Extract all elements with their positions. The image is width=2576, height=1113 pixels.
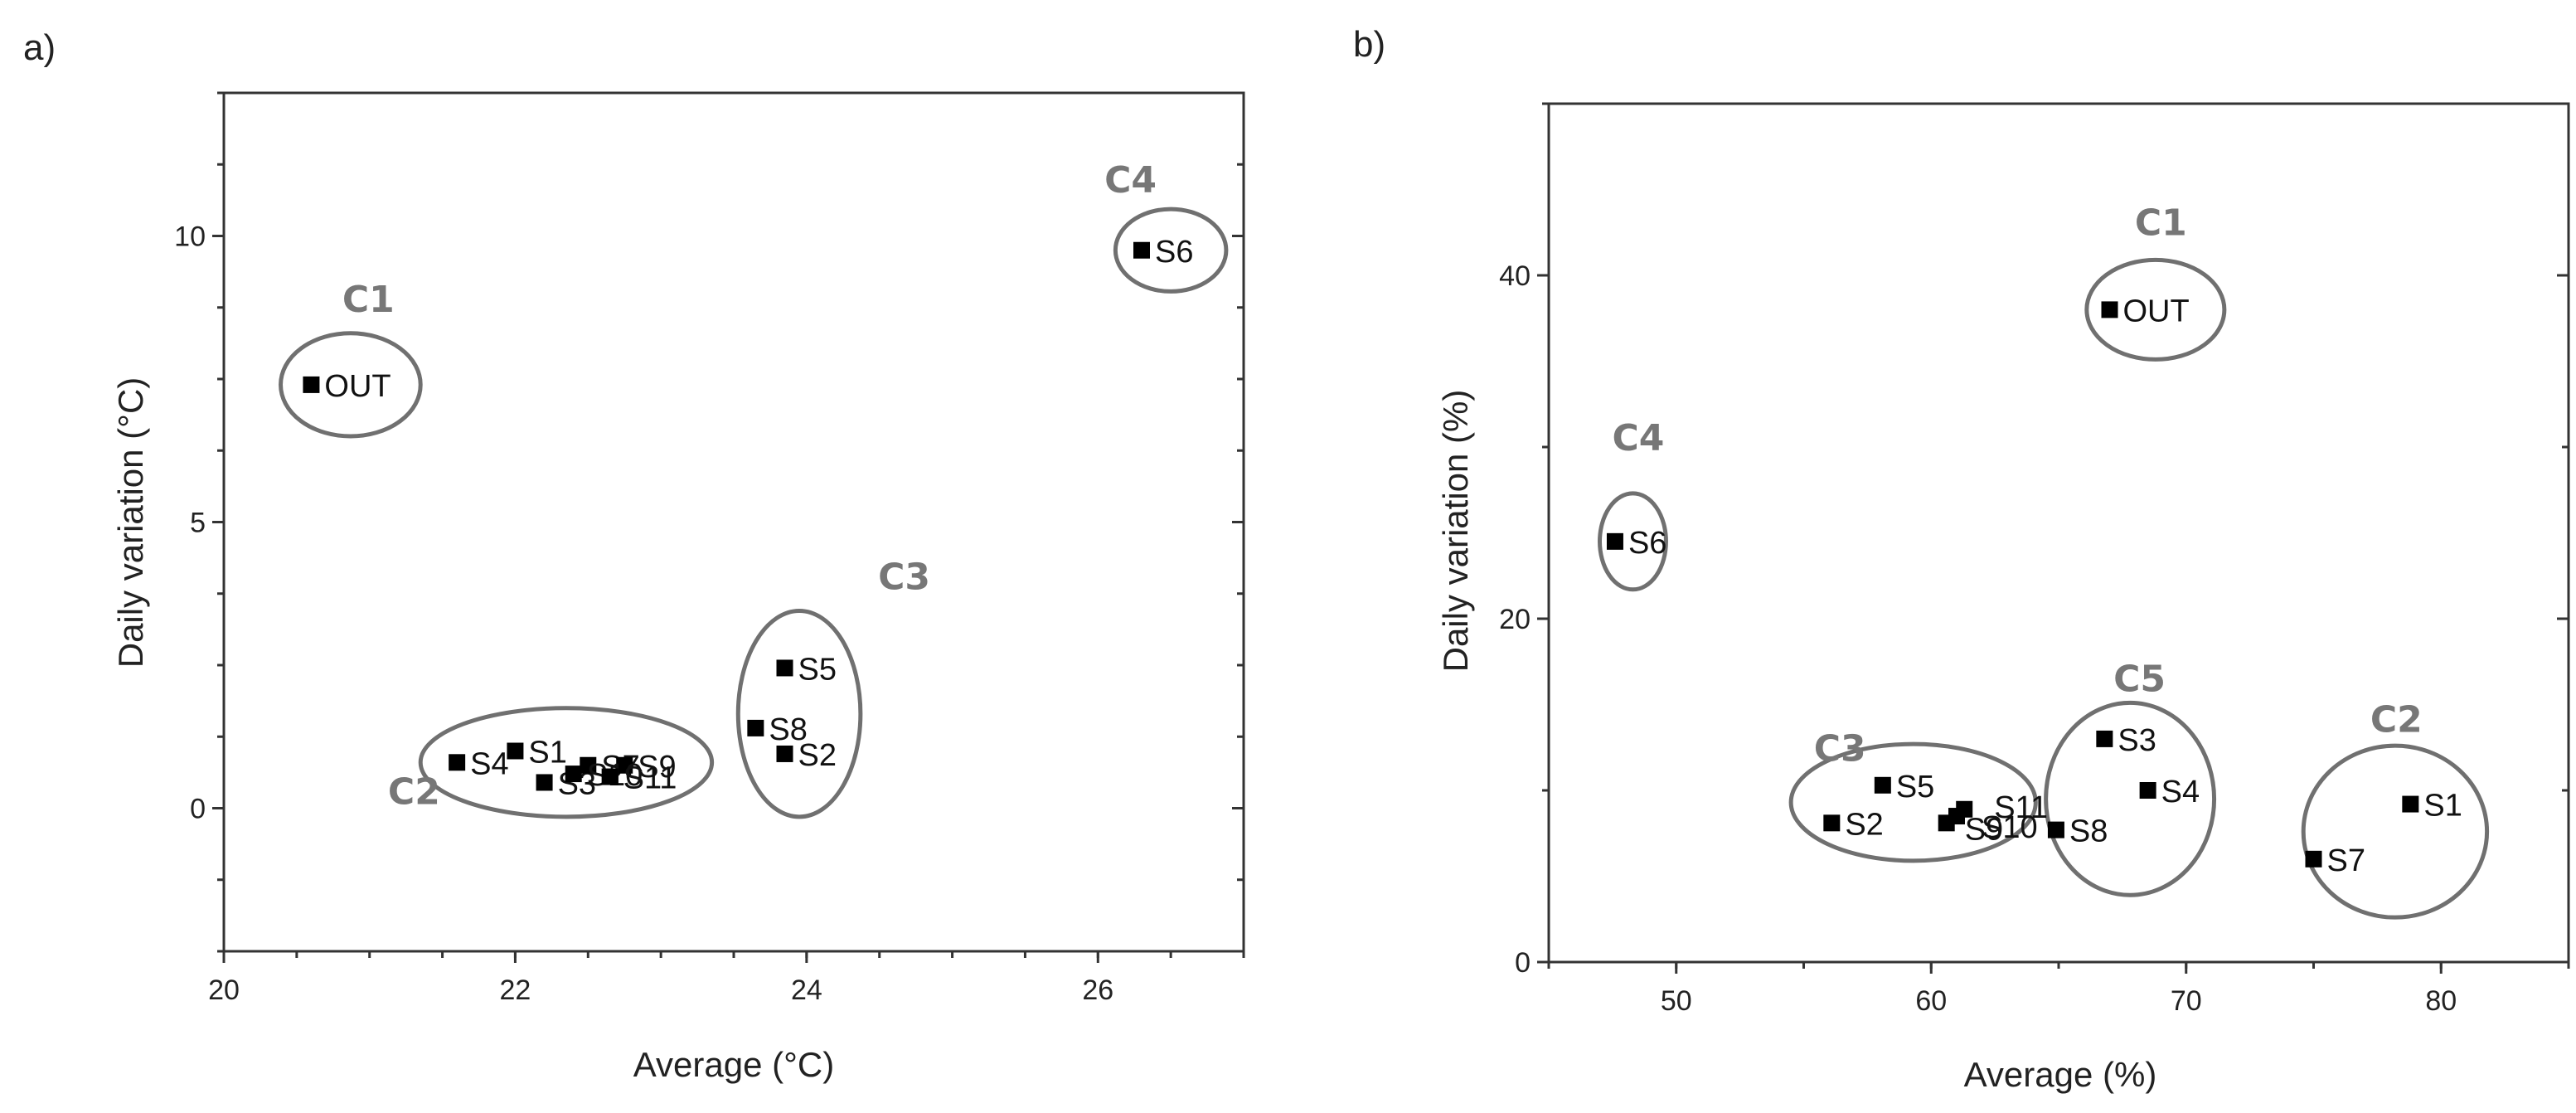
panel-a-point-s11 [601,768,619,785]
panel-a-point-s1 [507,742,524,760]
panel-b-point-s3 [2096,730,2113,747]
panel-a-y-tick-label: 5 [190,508,206,539]
panel-a-point-s3 [536,774,553,791]
panel-a-point-s5 [776,659,793,677]
panel-a-x-tick-label: 20 [208,974,240,1006]
panel-b-cluster-c1-ellipse [2084,257,2227,362]
panel-b-point-s2-label: S2 [1845,807,1883,842]
panel-a-x-tick-label: 22 [500,974,531,1006]
panel-b-point-s1 [2402,795,2419,813]
panel-b-point-s11-label: S11 [1994,790,2048,825]
panel-a-cluster-c1-label: C1 [342,279,395,321]
panel-a-point-s1-label: S1 [528,736,566,770]
panel-b-y-axis-label: Daily variation (%) [1436,390,1475,673]
panel-b-x-tick-label: 70 [2171,985,2202,1017]
panel-a-ticks: 20 22 24 26 0 5 10 [174,91,1245,1006]
panel-b-point-s1-label: S1 [2423,789,2462,824]
panel-b-cluster-c4-ellipse [1598,491,1668,592]
panel-a-point-s8-label: S8 [769,712,807,747]
panel-a-cluster-c1-ellipse [279,331,423,439]
panel-b-cluster-c1-label: C1 [2135,202,2187,244]
panel-a-point-s5-label: S5 [798,652,837,687]
panel-b-cluster-c3-ellipse [1788,741,2038,863]
panel-a-y-tick-label: 0 [190,794,206,825]
panel-b-cluster-c3-label: C3 [1814,727,1866,770]
panel-b-point-s4 [2139,782,2156,799]
panel-a-x-tick-label: 24 [791,974,822,1006]
panel-a-cluster-c4-ellipse [1113,207,1229,294]
panel-b-cluster-c5-label: C5 [2113,658,2166,700]
panel-a-label: a) [23,27,56,68]
panel-b-x-tick-label: 80 [2425,985,2457,1017]
panel-a-plot-frame [222,91,1245,953]
panel-b-point-out [2101,301,2118,318]
panel-b-cluster-c2-ellipse [2301,743,2490,920]
panel-b-point-s11 [1956,800,1973,818]
panel-b-point-s6 [1606,532,1623,550]
panel-b-x-tick-label: 60 [1915,985,1947,1017]
panel-b-point-s3-label: S3 [2118,723,2156,758]
panel-b-cluster-c2-label: C2 [2370,699,2423,741]
panel-b-point-s5-label: S5 [1896,770,1934,804]
panel-a-cluster-c2-label: C2 [388,770,440,813]
panel-a-clusters: C1 C2 C3 C4 [279,159,1229,819]
panel-a-point-s9 [616,756,633,774]
panel-a-point-s10 [565,765,582,783]
panel-a-point-s9-label: S9 [638,750,676,785]
panel-a-cluster-c3-ellipse [735,608,863,819]
panel-a-point-out [303,376,320,393]
panel-a-point-s6 [1133,241,1150,259]
panel-a-y-tick-label: 10 [174,221,206,253]
panel-b-clusters: C1 C2 C3 C4 C5 [1598,202,2490,920]
panel-a-point-s4 [449,754,466,771]
panel-a-point-s2-label: S2 [798,738,837,773]
panel-b-point-s10-label: S10 [1982,810,2038,845]
panel-a-point-s4-label: S4 [470,746,508,781]
panel-a-point-s11-label: S11 [623,761,677,796]
panel-a-point-out-label: OUT [324,369,391,404]
panel-b-point-s5 [1874,776,1891,794]
panel-b-y-tick-label: 40 [1499,260,1531,292]
panel-b-point-s8 [2047,821,2064,838]
panel-a-x-tick-label: 26 [1082,974,1113,1006]
panel-b-point-out-label: OUT [2123,294,2190,328]
panel-a-cluster-c4-label: C4 [1104,159,1157,202]
panel-b-cluster-c5-ellipse [2044,700,2217,897]
panel-b-point-s4-label: S4 [2161,775,2200,809]
panel-b-point-s9-label: S9 [1965,812,2003,847]
panel-a-y-axis-label: Daily variation (°C) [111,377,150,668]
panel-a-point-s7 [580,756,597,774]
panel-b-point-s8-label: S8 [2069,814,2108,849]
panel-b-x-axis-label: Average (%) [1964,1055,2157,1094]
panel-a-points: OUTS1S2S3S4S5S6S7S8S9S10S11 [303,235,1193,801]
panel-b-x-tick-label: 50 [1661,985,1692,1017]
panel-b-point-s7-label: S7 [2327,843,2365,878]
panel-b-label: b) [1353,24,1385,65]
panel-a-point-s2 [776,745,793,762]
panel-b-point-s7 [2305,850,2322,868]
panel-b-point-s6-label: S6 [1628,526,1666,561]
panel-a-x-axis-label: Average (°C) [633,1045,834,1084]
panel-a-point-s8 [747,719,764,736]
panel-b-cluster-c4-label: C4 [1612,417,1664,459]
panel-b-y-tick-label: 20 [1499,604,1531,635]
panel-b-ticks: 50 60 70 80 0 20 40 [1499,102,2570,1017]
panel-b-y-tick-label: 0 [1515,947,1531,979]
panel-a-cluster-c3-label: C3 [878,556,930,599]
panel-a-point-s6-label: S6 [1155,235,1193,270]
panel-a-cluster-c2-ellipse [418,706,715,819]
panel-b-point-s2 [1823,814,1841,832]
